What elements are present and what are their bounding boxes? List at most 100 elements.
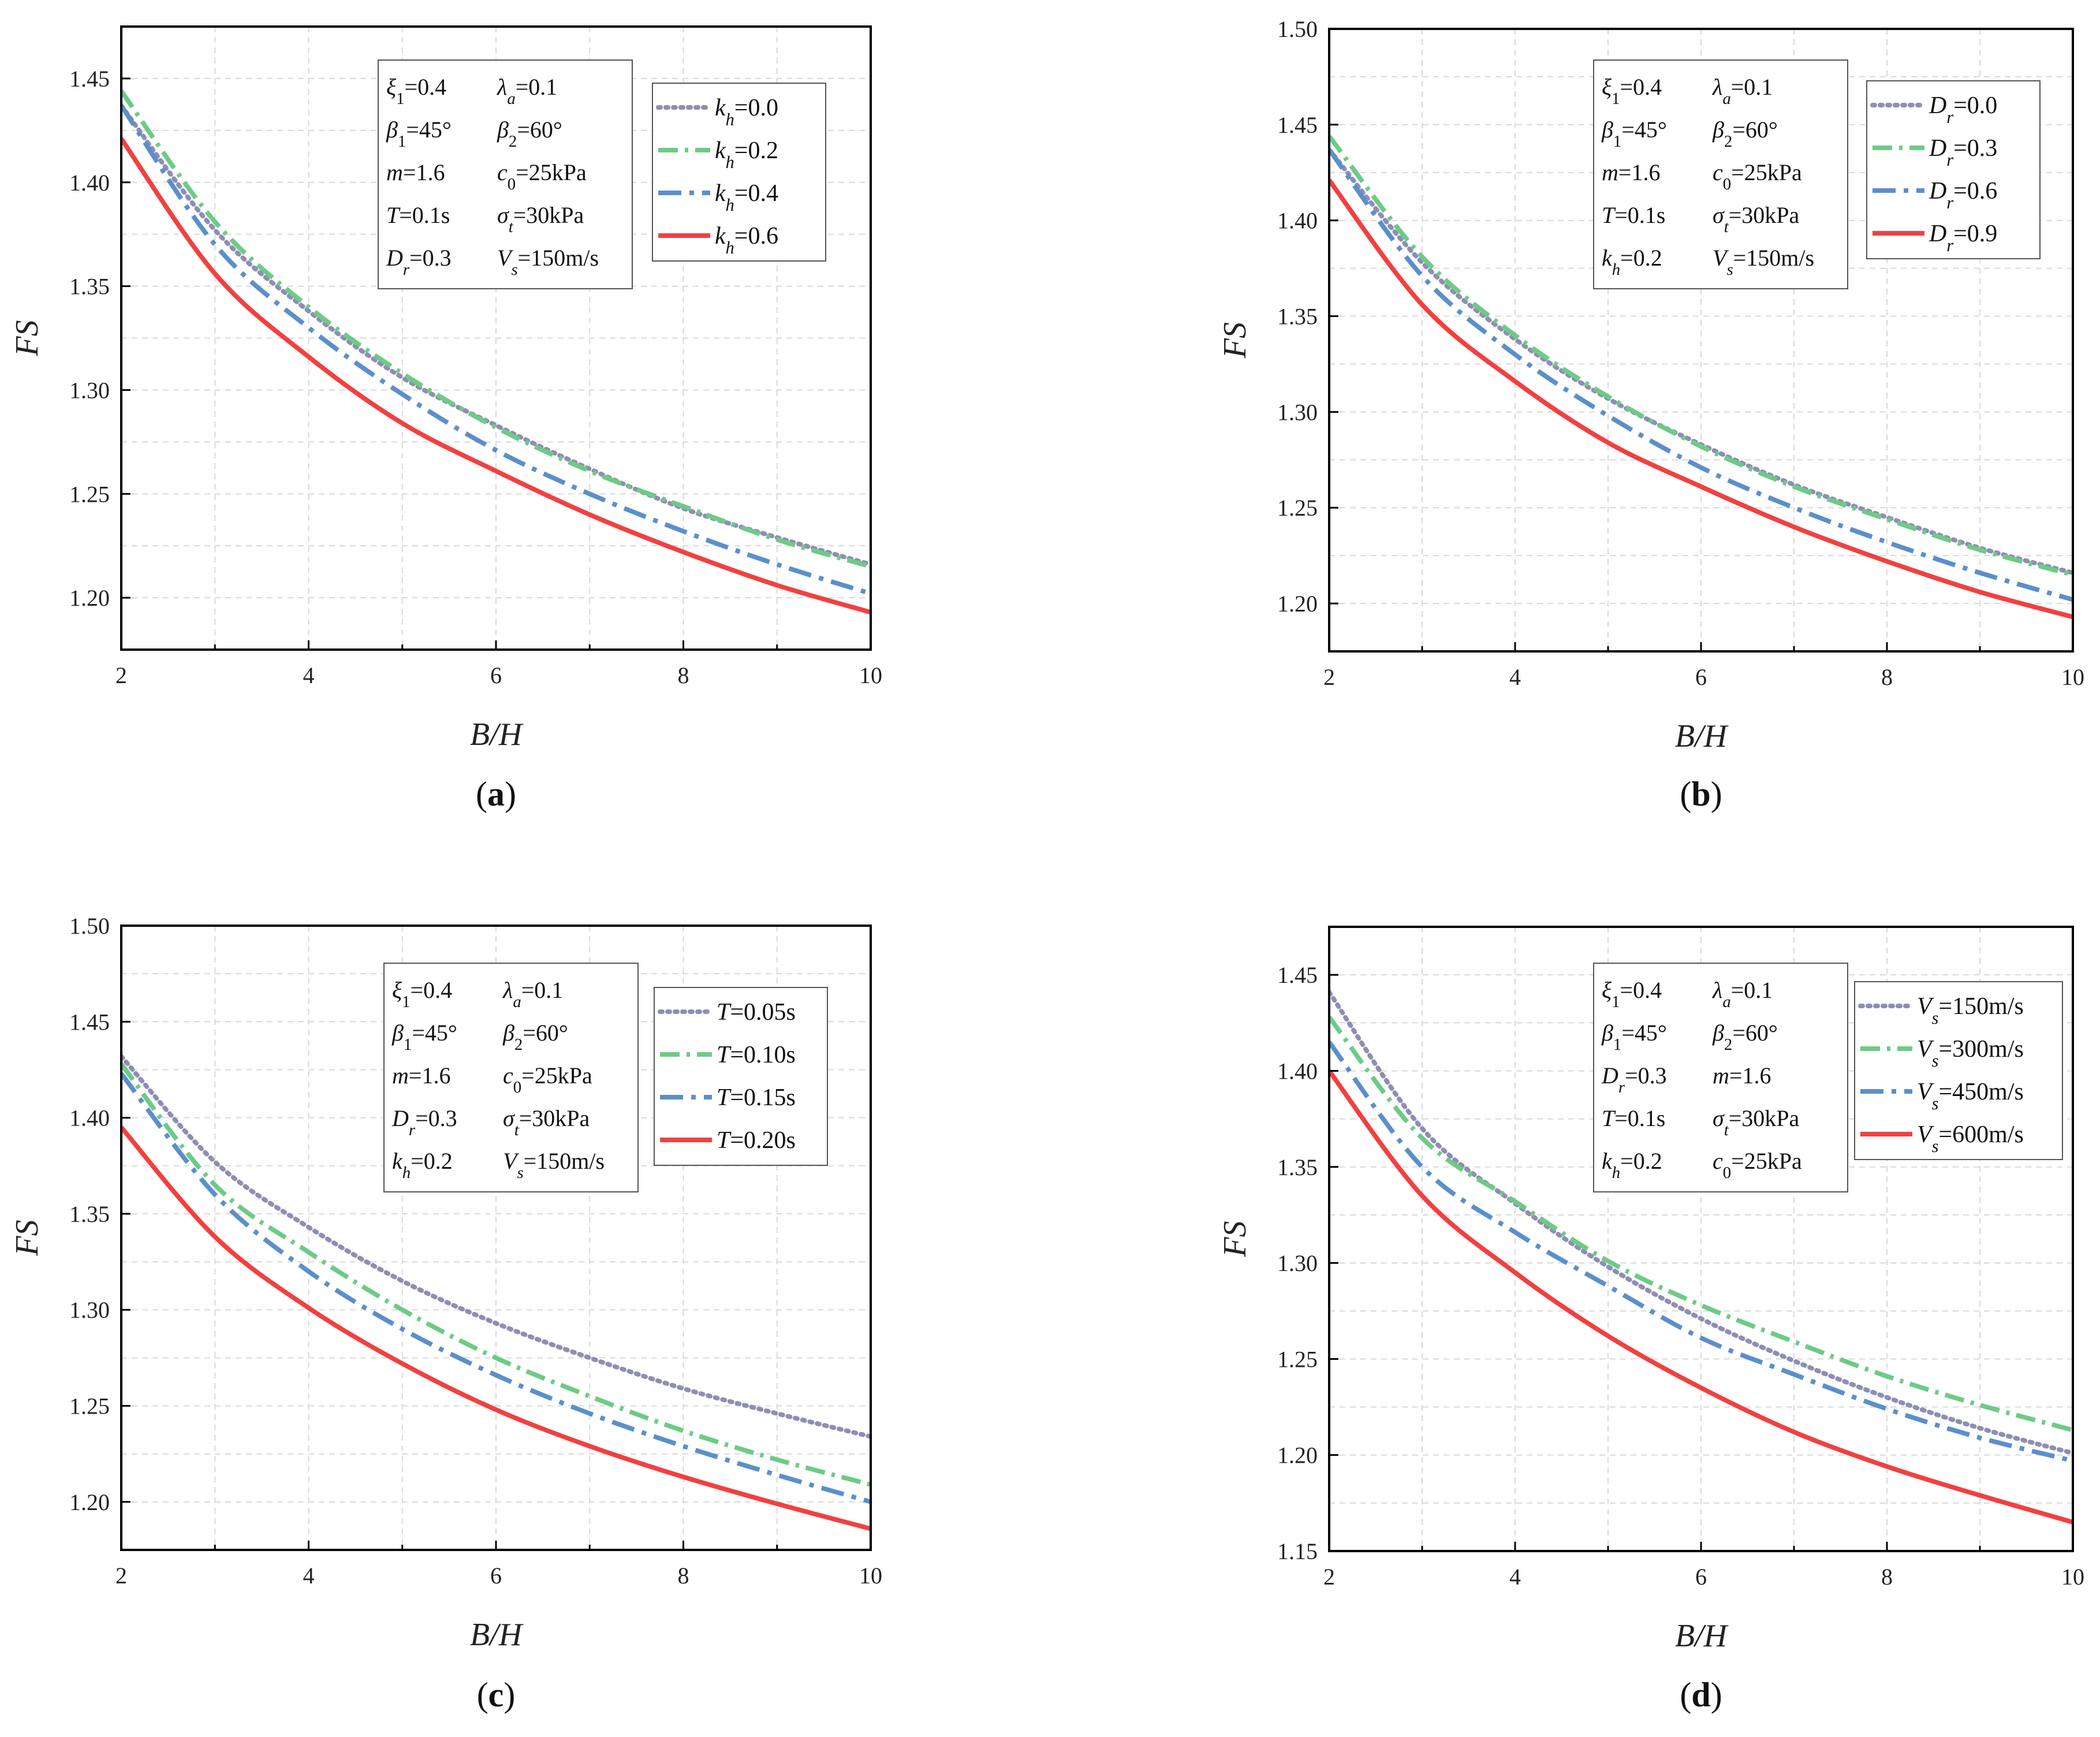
y-tick-label: 1.25 xyxy=(69,481,110,507)
legend-label-3: Dr=0.6 xyxy=(1929,178,1997,213)
y-tick-label: 1.45 xyxy=(69,66,110,92)
series-line-4 xyxy=(1329,178,2073,620)
x-axis-label: B/H xyxy=(470,1617,524,1653)
parameter-text: λa=0.1 xyxy=(1712,977,1773,1011)
x-tick-label: 10 xyxy=(2061,1564,2084,1590)
y-axis-label: FS xyxy=(9,1220,45,1256)
parameter-box: ξ1=0.4 λa=0.1 β1=45° β2=60° Dr=0.3 m=1.6 T=0.1… xyxy=(1593,963,1848,1192)
panel-label: (d) xyxy=(1680,1676,1722,1714)
panel-label: (b) xyxy=(1680,775,1722,813)
y-tick-label: 1.45 xyxy=(1277,962,1318,988)
parameter-text: Vs=150m/s xyxy=(497,245,599,279)
parameter-text: λa=0.1 xyxy=(1712,74,1773,108)
y-tick-label: 1.30 xyxy=(69,1297,110,1323)
series-line-2 xyxy=(121,1063,871,1487)
y-tick-label: 1.20 xyxy=(69,585,110,611)
parameter-text: Vs=150m/s xyxy=(1713,245,1814,279)
series-line-4 xyxy=(121,137,871,615)
series-group xyxy=(1329,990,2073,1524)
parameter-box-frame xyxy=(1593,59,1848,289)
series-group xyxy=(121,90,871,615)
parameter-text: m=1.6 xyxy=(392,1063,450,1089)
x-tick-label: 2 xyxy=(1323,1564,1335,1590)
y-tick-label: 1.35 xyxy=(69,1201,110,1227)
parameter-text: T=0.1s xyxy=(1602,1105,1665,1131)
x-tick-label: 8 xyxy=(1881,1564,1893,1590)
x-tick-label: 6 xyxy=(1695,664,1707,690)
x-tick-label: 6 xyxy=(1695,1564,1707,1590)
series-line-1 xyxy=(121,103,871,567)
y-tick-label: 1.35 xyxy=(1277,304,1318,330)
parameter-text: β2=60° xyxy=(502,1020,568,1054)
y-axis-label: FS xyxy=(1217,322,1253,359)
legend-label-1: Vs=150m/s xyxy=(1917,993,2024,1028)
parameter-text: m=1.6 xyxy=(1602,159,1660,185)
legend: Dr=0.0 Dr=0.3 Dr=0.6 Dr=0.9 xyxy=(1866,80,2041,259)
series-line-2 xyxy=(121,90,871,569)
parameter-box: ξ1=0.4 λa=0.1 β1=45° β2=60° m=1.6 c0=25kPa T=0… xyxy=(378,59,633,289)
x-tick-label: 6 xyxy=(490,1563,502,1589)
x-tick-label: 2 xyxy=(1323,664,1335,690)
series-group xyxy=(121,1054,871,1531)
legend-label-1: T=0.05s xyxy=(717,999,796,1026)
y-tick-label: 1.25 xyxy=(1277,1346,1318,1372)
y-tick-label: 1.30 xyxy=(1277,1250,1318,1276)
legend-label-3: kh=0.4 xyxy=(715,180,778,215)
series-line-3 xyxy=(1329,1041,2073,1463)
y-tick-label: 1.40 xyxy=(1277,1058,1318,1084)
x-axis-label: B/H xyxy=(1675,718,1729,754)
x-tick-label: 2 xyxy=(115,662,127,688)
x-tick-label: 2 xyxy=(115,1563,127,1589)
parameter-text: kh=0.2 xyxy=(1602,1148,1662,1182)
series-line-3 xyxy=(121,104,871,596)
parameter-text: ξ1=0.4 xyxy=(1602,977,1662,1011)
parameter-text: c0=25kPa xyxy=(503,1063,592,1097)
parameter-text: ξ1=0.4 xyxy=(392,977,452,1011)
parameter-text: λa=0.1 xyxy=(497,74,557,108)
parameter-text: Vs=150m/s xyxy=(503,1148,605,1182)
y-tick-label: 1.20 xyxy=(1277,591,1318,617)
x-tick-label: 10 xyxy=(859,1563,882,1589)
y-tick-label: 1.25 xyxy=(69,1393,110,1419)
x-tick-label: 10 xyxy=(859,662,882,688)
parameter-text: β1=45° xyxy=(386,117,452,151)
y-tick-label: 1.15 xyxy=(1277,1538,1318,1564)
y-tick-label: 1.20 xyxy=(1277,1442,1318,1468)
legend-frame xyxy=(652,83,826,262)
series-line-2 xyxy=(1329,1015,2073,1433)
legend-label-4: Dr=0.9 xyxy=(1929,221,1997,255)
parameter-text: β1=45° xyxy=(391,1020,457,1054)
series-line-1 xyxy=(121,1054,871,1439)
parameter-text: m=1.6 xyxy=(1713,1063,1771,1089)
legend-label-2: Vs=300m/s xyxy=(1917,1036,2024,1071)
legend-frame xyxy=(654,987,828,1166)
parameter-text: β2=60° xyxy=(1712,1020,1778,1054)
parameter-text: β1=45° xyxy=(1601,1020,1667,1054)
series-line-1 xyxy=(1329,990,2073,1456)
series-line-3 xyxy=(1329,148,2073,602)
chart-panel-d: 2 4 6 8 10 1.15 1.20 1.25 1.30 1.35 1.40 1.45 B/H FS ξ… xyxy=(1217,926,2084,1714)
parameter-text: σt=30kPa xyxy=(503,1105,590,1139)
legend-label-4: kh=0.6 xyxy=(715,223,778,258)
parameter-text: λa=0.1 xyxy=(502,977,563,1011)
y-tick-label: 1.45 xyxy=(1277,112,1318,138)
parameter-box: ξ1=0.4 λa=0.1 β1=45° β2=60° m=1.6 c0=25kPa Dr=… xyxy=(383,963,639,1192)
y-tick-label: 1.35 xyxy=(69,274,110,300)
parameter-text: c0=25kPa xyxy=(1713,159,1802,193)
parameter-box-frame xyxy=(378,59,633,289)
legend-frame xyxy=(1854,981,2063,1160)
chart-panel-c: 2 4 6 8 10 1.20 1.25 1.30 1.35 1.40 1.45 1.50 B/H FS ξ… xyxy=(9,913,882,1714)
y-tick-label: 1.40 xyxy=(69,170,110,196)
y-axis-label: FS xyxy=(1217,1221,1253,1257)
y-tick-label: 1.50 xyxy=(69,913,110,939)
parameter-text: σt=30kPa xyxy=(1713,1105,1800,1139)
parameter-text: β2=60° xyxy=(497,117,562,151)
parameter-text: T=0.1s xyxy=(1602,202,1665,228)
series-line-2 xyxy=(1329,135,2073,577)
y-tick-label: 1.20 xyxy=(69,1489,110,1515)
series-line-4 xyxy=(1329,1069,2073,1524)
x-axis-label: B/H xyxy=(470,717,524,752)
series-line-3 xyxy=(121,1072,871,1504)
y-tick-label: 1.25 xyxy=(1277,495,1318,521)
